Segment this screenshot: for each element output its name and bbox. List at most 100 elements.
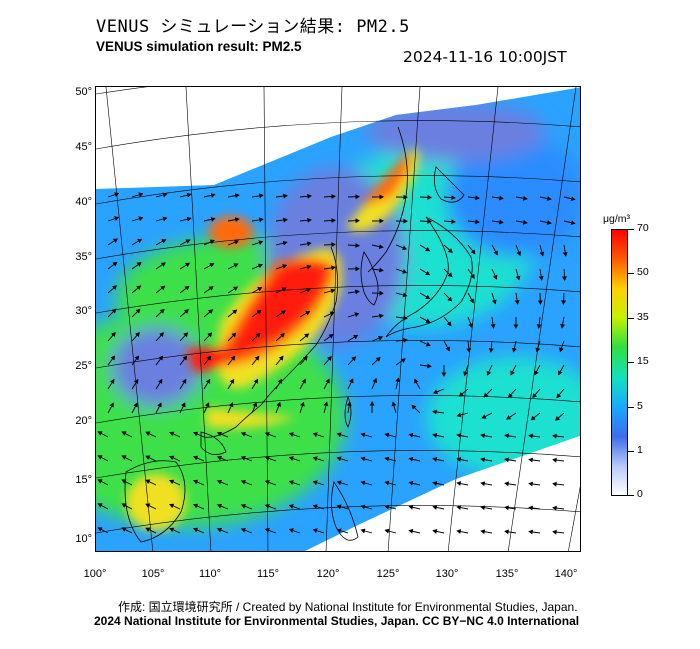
lat-label-35: 35° bbox=[75, 251, 92, 263]
wind-arrow-head bbox=[159, 308, 165, 314]
wind-arrow-head bbox=[109, 378, 115, 384]
wind-arrow-head bbox=[504, 433, 509, 439]
timestamp: 2024-11-16 10:00JST bbox=[403, 48, 567, 66]
wind-arrow-head bbox=[456, 529, 462, 534]
wind-arrow-head bbox=[480, 457, 486, 463]
wind-arrow-head bbox=[403, 218, 408, 224]
field-low-north bbox=[366, 102, 546, 162]
wind-arrow-head bbox=[323, 401, 329, 407]
wind-arrow-head bbox=[379, 218, 384, 224]
wind-arrow-head bbox=[488, 348, 494, 353]
parallel-45 bbox=[96, 120, 580, 150]
wind-arrow-head bbox=[186, 192, 192, 198]
wind-arrow-head bbox=[112, 285, 117, 290]
wind-arrow-head bbox=[379, 313, 384, 319]
wind-arrow-head bbox=[539, 251, 545, 257]
wind-arrow-head bbox=[427, 363, 432, 369]
wind-arrow-head bbox=[379, 194, 384, 200]
wind-arrow-head bbox=[384, 432, 390, 438]
wind-arrow-head bbox=[506, 415, 512, 420]
colorbar-tick-15 bbox=[628, 362, 634, 363]
wind-arrow-head bbox=[306, 264, 312, 270]
wind-arrow-head bbox=[184, 285, 190, 291]
wind-arrow-head bbox=[384, 528, 390, 534]
wind-arrow-head bbox=[552, 457, 557, 463]
wind-arrow-head bbox=[456, 412, 462, 418]
wind-arrow-head bbox=[216, 455, 223, 461]
wind-arrow-head bbox=[562, 252, 568, 257]
colorbar-tick-1 bbox=[628, 451, 634, 452]
coast-china bbox=[203, 246, 339, 438]
colorbar-label-50: 50 bbox=[637, 266, 649, 278]
wind-arrow-head bbox=[360, 480, 366, 486]
wind-arrow-head bbox=[312, 456, 318, 462]
wind-arrow-head bbox=[331, 218, 336, 223]
wind-arrow-head bbox=[384, 504, 390, 510]
wind-arrow-head bbox=[360, 528, 366, 534]
wind-arrow-head bbox=[207, 332, 213, 338]
wind-arrow-head bbox=[259, 217, 264, 223]
wind-arrow-head bbox=[504, 505, 509, 511]
wind-arrow-head bbox=[111, 332, 116, 337]
wind-arrow-head bbox=[234, 217, 240, 223]
wind-arrow-head bbox=[447, 296, 453, 302]
wind-arrow-head bbox=[121, 455, 127, 460]
wind-arrow-head bbox=[159, 332, 165, 338]
colorbar-label-70: 70 bbox=[637, 222, 649, 234]
wind-arrow-head bbox=[432, 481, 438, 486]
wind-arrow-head bbox=[278, 355, 284, 361]
wind-arrow-head bbox=[264, 432, 270, 437]
wind-arrow-head bbox=[375, 356, 381, 362]
wind-arrow-head bbox=[408, 528, 414, 534]
field-red-core bbox=[226, 262, 328, 357]
wind-arrow-head bbox=[535, 347, 541, 353]
wind-arrow-head bbox=[169, 527, 175, 533]
wind-arrow-head bbox=[369, 401, 375, 406]
wind-arrow-head bbox=[193, 527, 199, 533]
wind-arrow-head bbox=[559, 347, 564, 353]
wind-arrow-head bbox=[427, 194, 432, 200]
field-bohai bbox=[209, 216, 253, 248]
wind-arrow-head bbox=[240, 480, 246, 485]
wind-arrow-head bbox=[145, 455, 151, 460]
wind-arrow-head bbox=[121, 431, 127, 436]
wind-arrow-head bbox=[469, 298, 474, 304]
wind-arrow-head bbox=[425, 246, 431, 252]
colorbar-tick-70 bbox=[628, 229, 634, 230]
wind-arrow-head bbox=[137, 238, 143, 244]
field-red-south bbox=[186, 347, 236, 372]
wind-arrow-head bbox=[372, 377, 378, 384]
wind-arrow-head bbox=[349, 378, 354, 384]
wind-arrow-head bbox=[561, 300, 567, 305]
wind-arrow-head bbox=[233, 263, 239, 268]
coast-russia bbox=[367, 126, 408, 273]
lon-label-140: 140° bbox=[554, 568, 578, 580]
wind-arrow-head bbox=[209, 239, 215, 245]
wind-arrow-head bbox=[532, 393, 537, 399]
wind-arrow-head bbox=[254, 355, 260, 361]
wind-arrow-head bbox=[499, 195, 504, 201]
wind-arrow-head bbox=[534, 370, 539, 376]
wind-arrow-head bbox=[114, 216, 120, 221]
wind-arrow-head bbox=[288, 456, 294, 461]
wind-arrow-head bbox=[378, 244, 384, 249]
colorbar bbox=[611, 229, 628, 496]
wind-arrow-head bbox=[456, 457, 462, 462]
wind-arrow-head bbox=[185, 262, 191, 268]
wind-arrow-head bbox=[355, 243, 360, 248]
wind-arrow-head bbox=[507, 392, 513, 398]
wind-arrow-head bbox=[336, 480, 342, 486]
wind-arrow-head bbox=[360, 504, 366, 510]
credit-line-2: 2024 National Institute for Environmenta… bbox=[94, 614, 580, 628]
wind-arrow-head bbox=[391, 401, 397, 407]
map-canvas bbox=[96, 87, 580, 551]
wind-arrow-head bbox=[121, 503, 127, 508]
wind-arrow-head bbox=[530, 415, 536, 421]
wind-arrow-head bbox=[228, 402, 234, 408]
wind-arrow-head bbox=[133, 378, 139, 384]
wind-arrow-head bbox=[377, 335, 384, 341]
wind-arrow-head bbox=[136, 285, 142, 291]
wind-arrow-head bbox=[558, 370, 563, 376]
coast-luzon bbox=[331, 481, 359, 541]
wind-arrow-head bbox=[480, 529, 486, 535]
